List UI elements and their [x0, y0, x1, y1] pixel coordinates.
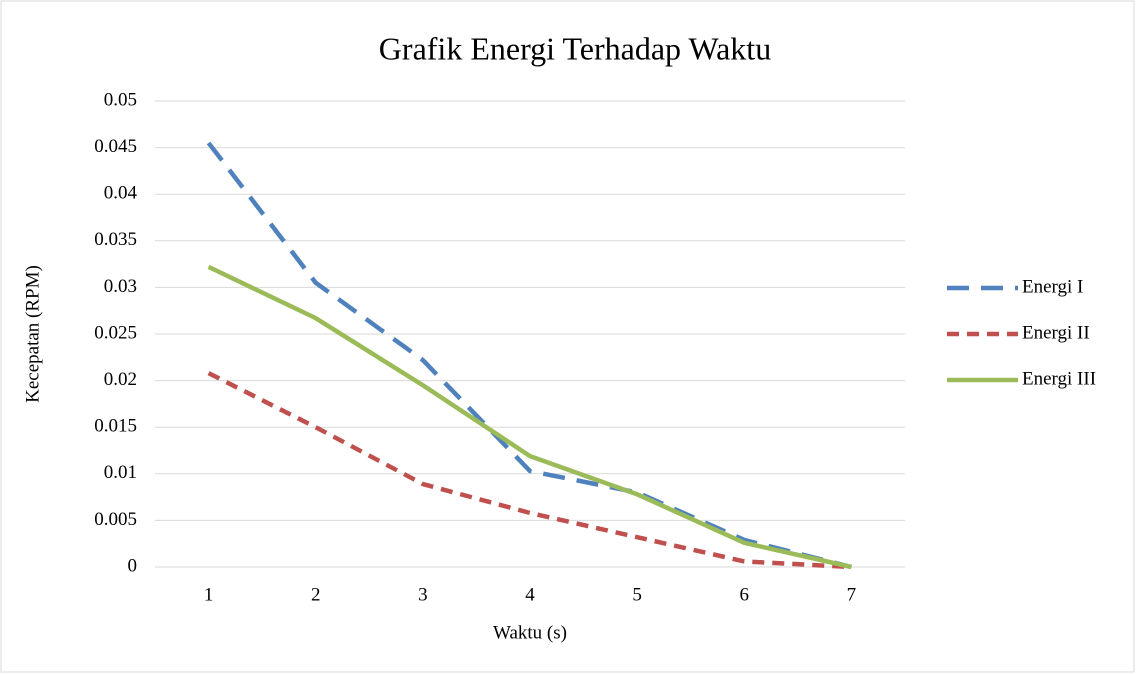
- legend-label: Energi I: [1022, 276, 1083, 297]
- y-tick-label: 0.035: [94, 229, 137, 250]
- x-tick-label: 6: [740, 584, 750, 605]
- legend-label: Energi II: [1022, 322, 1090, 343]
- legend-label: Energi III: [1022, 368, 1096, 389]
- y-tick-label: 0: [128, 555, 138, 576]
- x-tick-label: 7: [847, 584, 857, 605]
- series-line: [206, 141, 852, 570]
- x-tick-label: 1: [204, 584, 214, 605]
- y-tick-label: 0.015: [94, 416, 137, 437]
- x-tick-label: 3: [418, 584, 428, 605]
- y-tick-label: 0.04: [104, 183, 138, 204]
- y-tick-label: 0.02: [104, 369, 137, 390]
- x-axis-label: Waktu (s): [493, 622, 567, 643]
- y-axis-label: Kecepatan (RPM): [22, 265, 43, 403]
- x-tick-label: 2: [311, 584, 321, 605]
- y-tick-label: 0.045: [94, 136, 137, 157]
- y-tick-label: 0.025: [94, 322, 137, 343]
- y-tick-label: 0.005: [94, 509, 137, 530]
- y-tick-label: 0.05: [104, 89, 137, 110]
- y-tick-label: 0.03: [104, 276, 137, 297]
- series-line: [207, 371, 852, 570]
- x-tick-label: 5: [632, 584, 642, 605]
- chart-title: Grafik Energi Terhadap Waktu: [379, 30, 771, 66]
- x-tick-label: 4: [525, 584, 535, 605]
- y-tick-label: 0.01: [104, 462, 137, 483]
- series-line: [207, 264, 852, 570]
